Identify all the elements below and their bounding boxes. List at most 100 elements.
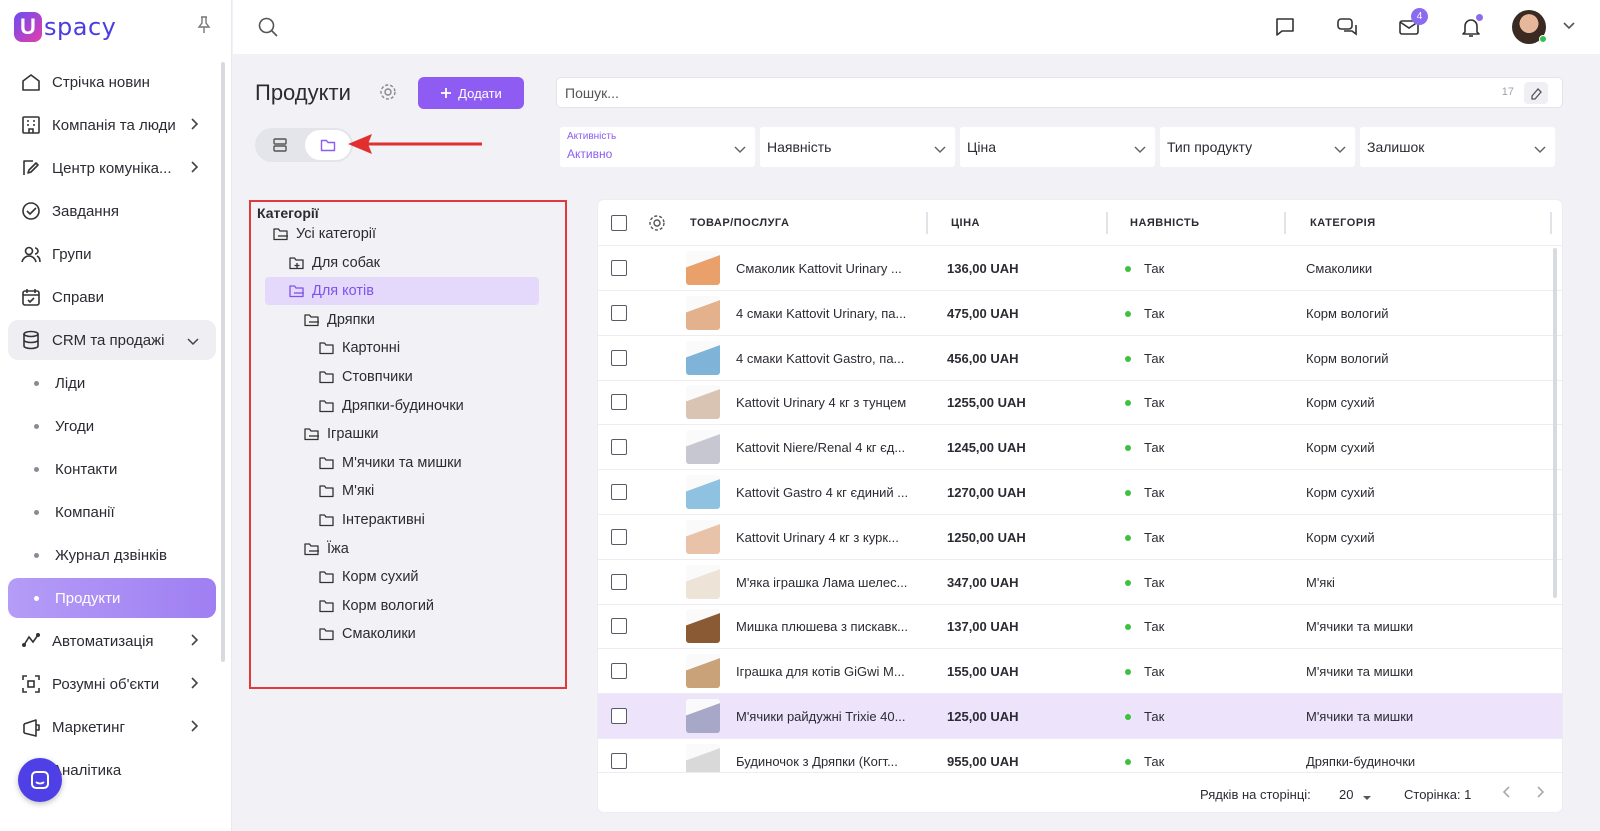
list-view-button[interactable] [257, 130, 303, 160]
gear-icon[interactable] [379, 83, 397, 106]
category-tree-item[interactable]: Іграшки [304, 420, 379, 448]
chat-icon[interactable] [1254, 0, 1316, 54]
category-view-button[interactable] [305, 130, 351, 160]
filter-select-4[interactable]: Залишок [1360, 127, 1555, 167]
chat-widget-button[interactable] [18, 758, 62, 802]
row-checkbox[interactable] [611, 349, 627, 366]
row-checkbox[interactable] [611, 484, 627, 500]
column-header-availability[interactable]: НАЯВНІСТЬ [1130, 217, 1200, 229]
select-all-checkbox[interactable] [611, 215, 627, 231]
category-tree-item[interactable]: Картонні [319, 334, 400, 362]
sidebar-item-8[interactable]: Угоди [8, 406, 216, 446]
sidebar-item-3[interactable]: Завдання [8, 191, 216, 231]
row-checkbox[interactable] [611, 394, 627, 411]
bell-icon[interactable] [1440, 0, 1502, 54]
column-header-category[interactable]: КАТЕГОРІЯ [1310, 217, 1376, 229]
category-tree-item[interactable]: Для собак [289, 249, 380, 277]
product-name[interactable]: М'яка іграшка Лама шелес... [736, 574, 908, 590]
category-tree-item[interactable]: Для котів [265, 277, 539, 306]
column-header-product[interactable]: ТОВАР/ПОСЛУГА [690, 217, 790, 229]
sidebar-item-5[interactable]: Справи [8, 277, 216, 317]
table-row[interactable]: Kattovit Urinary 4 кг з курк... 1250,00 U… [598, 515, 1562, 560]
table-row[interactable]: Kattovit Niere/Renal 4 кг єд... 1245,00 U… [598, 425, 1562, 471]
table-row[interactable]: 4 смаки Kattovit Urinary, па... 475,00 UA… [598, 291, 1562, 336]
sidebar-item-11[interactable]: Журнал дзвінків [8, 535, 216, 575]
sidebar-scrollbar[interactable] [221, 62, 225, 662]
filter-select-0[interactable]: Активність Активно [560, 127, 755, 167]
sidebar-item-14[interactable]: Розумні об'єкти [8, 664, 216, 704]
sidebar-item-12[interactable]: Продукти [8, 578, 216, 618]
table-row[interactable]: М'ячики райдужні Trixie 40... 125,00 UAH Т… [598, 694, 1562, 739]
column-resizer[interactable] [926, 212, 928, 234]
category-tree-item[interactable]: Інтерактивні [319, 506, 425, 534]
column-header-price[interactable]: ЦІНА [951, 217, 980, 229]
messages-icon[interactable] [1316, 0, 1378, 54]
row-checkbox[interactable] [611, 573, 627, 590]
table-row[interactable]: Будиночок з Дряпки (Когт... 955,00 UAH Так… [598, 739, 1562, 784]
table-row[interactable]: Kattovit Gastro 4 кг єдиний ... 1270,00 U… [598, 470, 1562, 515]
category-tree-item[interactable]: Смаколики [319, 620, 416, 648]
row-checkbox[interactable] [611, 752, 627, 769]
table-row[interactable]: Смаколик Kattovit Urinary ... 136,00 UAH Т… [598, 246, 1562, 291]
product-name[interactable]: Будиночок з Дряпки (Когт... [736, 753, 898, 769]
category-tree-item[interactable]: Їжа [304, 535, 349, 563]
table-row[interactable]: 4 смаки Kattovit Gastro, па... 456,00 UAH… [598, 336, 1562, 381]
sidebar-item-10[interactable]: Компанії [8, 492, 216, 532]
sidebar-item-4[interactable]: Групи [8, 234, 216, 274]
column-resizer[interactable] [1550, 212, 1552, 234]
column-settings-gear-icon[interactable] [648, 214, 666, 237]
global-search-icon[interactable] [257, 16, 279, 43]
category-tree-item[interactable]: Усі категорії [273, 220, 376, 248]
chevron-down-icon[interactable] [1362, 789, 1372, 807]
category-tree-item[interactable]: М'які [319, 477, 374, 505]
product-name[interactable]: Мишка плюшева з пискавк... [736, 619, 908, 635]
row-checkbox[interactable] [611, 304, 627, 321]
prev-page-icon[interactable] [1501, 785, 1513, 804]
row-checkbox[interactable] [611, 618, 627, 635]
row-checkbox[interactable] [611, 260, 627, 276]
category-tree-item[interactable]: Дряпки [304, 306, 375, 334]
row-checkbox[interactable] [611, 439, 627, 456]
next-page-icon[interactable] [1534, 785, 1546, 804]
sidebar-item-1[interactable]: Компанія та люди [8, 105, 216, 145]
filter-select-1[interactable]: Наявність [760, 127, 955, 167]
chevron-down-icon[interactable] [1562, 18, 1576, 36]
product-name[interactable]: Kattovit Gastro 4 кг єдиний ... [736, 485, 909, 500]
sidebar-item-2[interactable]: Центр комуніка... [8, 148, 216, 188]
product-name[interactable]: Смаколик Kattovit Urinary ... [736, 261, 902, 276]
column-resizer[interactable] [1284, 212, 1286, 234]
product-name[interactable]: 4 смаки Kattovit Gastro, па... [736, 350, 905, 366]
filter-select-2[interactable]: Ціна [960, 127, 1155, 167]
add-button[interactable]: Додати [418, 77, 524, 109]
category-tree-item[interactable]: Корм сухий [319, 563, 419, 591]
user-avatar[interactable] [1512, 10, 1547, 44]
sidebar-item-13[interactable]: Автоматизація [8, 621, 216, 661]
category-tree-item[interactable]: М'ячики та мишки [319, 449, 462, 477]
pin-icon[interactable] [196, 16, 212, 39]
table-row[interactable]: Мишка плюшева з пискавк... 137,00 UAH Так М… [598, 604, 1562, 650]
eraser-icon[interactable] [1524, 82, 1548, 104]
column-resizer[interactable] [1106, 212, 1108, 234]
sidebar-item-6[interactable]: CRM та продажі [8, 320, 216, 360]
sidebar-item-0[interactable]: Стрічка новин [8, 62, 216, 102]
product-name[interactable]: Іграшка для котів GiGwi M... [736, 664, 905, 680]
table-row[interactable]: М'яка іграшка Лама шелес... 347,00 UAH Так… [598, 560, 1562, 605]
mail-icon[interactable]: 4 [1378, 0, 1440, 54]
product-name[interactable]: Kattovit Urinary 4 кг з тунцем [736, 395, 907, 411]
sidebar-item-7[interactable]: Ліди [8, 363, 216, 403]
category-tree-item[interactable]: Стовпчики [319, 363, 413, 391]
table-row[interactable]: Іграшка для котів GiGwi M... 155,00 UAH Та… [598, 649, 1562, 695]
category-tree-item[interactable]: Дряпки-будиночки [319, 392, 464, 420]
product-name[interactable]: М'ячики райдужні Trixie 40... [736, 709, 906, 724]
filter-select-3[interactable]: Тип продукту [1160, 127, 1355, 167]
rows-per-page-select[interactable]: 20 [1339, 787, 1354, 802]
row-checkbox[interactable] [611, 708, 627, 724]
table-row[interactable]: Kattovit Urinary 4 кг з тунцем 1255,00 UA… [598, 380, 1562, 426]
product-name[interactable]: Kattovit Niere/Renal 4 кг єд... [736, 440, 906, 456]
app-logo[interactable]: U spacy [14, 12, 116, 42]
row-checkbox[interactable] [611, 663, 627, 680]
product-name[interactable]: Kattovit Urinary 4 кг з курк... [736, 529, 899, 545]
table-scrollbar[interactable] [1553, 248, 1557, 598]
product-name[interactable]: 4 смаки Kattovit Urinary, па... [736, 305, 907, 321]
search-input[interactable] [557, 78, 1437, 107]
